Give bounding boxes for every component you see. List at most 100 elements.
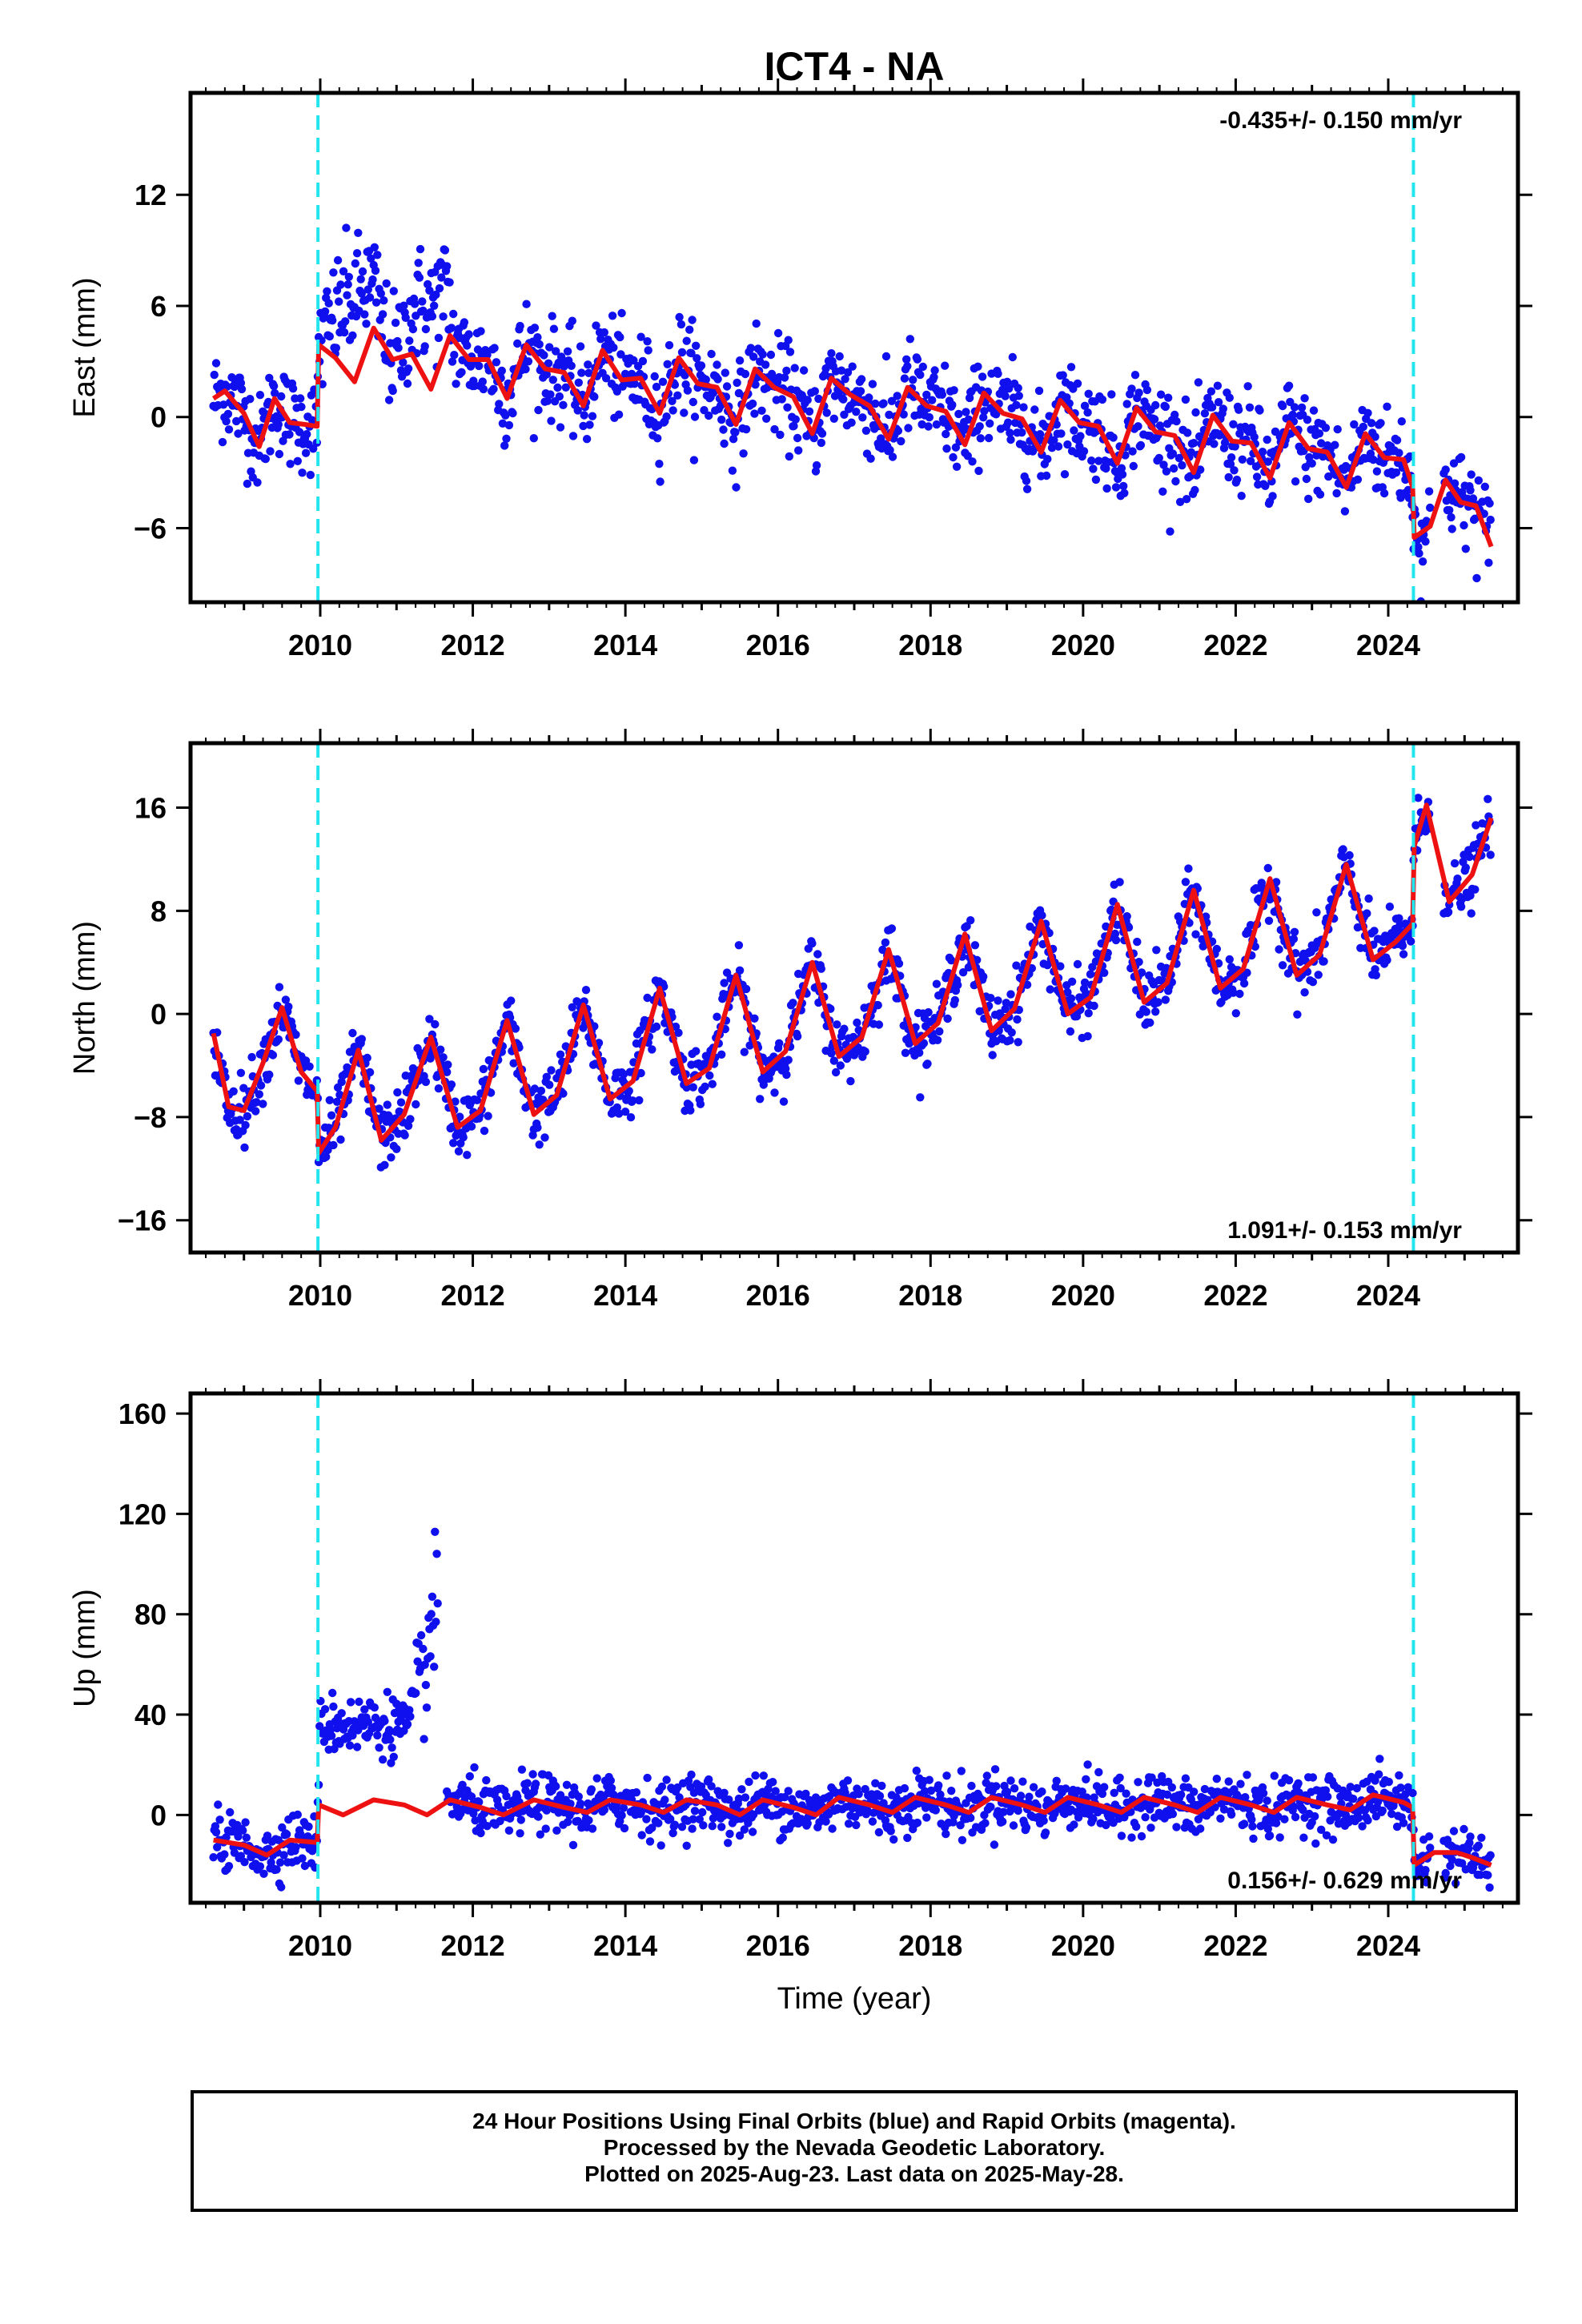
data-point [376, 289, 385, 298]
data-point [251, 1107, 260, 1116]
data-point [433, 1599, 442, 1608]
data-point [925, 1775, 934, 1784]
data-point [740, 1825, 749, 1834]
data-point [1151, 400, 1160, 410]
data-point [962, 408, 970, 416]
data-point [483, 350, 492, 360]
data-point [1354, 1813, 1363, 1823]
data-point [516, 321, 524, 331]
data-point [1001, 1004, 1010, 1014]
x-tick-label: 2012 [441, 629, 505, 661]
data-point [630, 380, 639, 388]
data-point [713, 1012, 721, 1021]
data-point [1363, 408, 1372, 417]
data-point [1477, 1833, 1486, 1842]
x-tick-label: 2020 [1051, 1929, 1115, 1962]
data-point [1270, 1771, 1279, 1780]
data-point [592, 321, 600, 330]
data-point [903, 1833, 912, 1843]
data-point [748, 399, 757, 408]
data-point [759, 1771, 768, 1780]
data-point [687, 348, 696, 358]
data-point [1219, 404, 1228, 413]
data-point [577, 368, 586, 377]
data-point [950, 995, 960, 1005]
data-point [354, 228, 363, 237]
up-points [209, 1527, 1495, 1892]
data-point [320, 1705, 330, 1714]
data-point [1372, 467, 1382, 476]
data-point [386, 1735, 395, 1744]
data-point [658, 377, 668, 386]
data-point [1109, 433, 1118, 442]
data-point [1263, 863, 1273, 873]
data-point [416, 244, 425, 254]
data-point [449, 1139, 458, 1148]
data-point [1220, 438, 1230, 447]
data-point [618, 382, 627, 391]
data-point [1378, 1806, 1387, 1815]
data-point [913, 1818, 922, 1827]
data-point [1196, 465, 1205, 474]
data-point [624, 1087, 633, 1096]
data-point [1424, 487, 1434, 496]
rate-annotation: 0.156+/- 0.629 mm/yr [1227, 1868, 1462, 1894]
data-point [209, 1853, 218, 1862]
data-point [285, 430, 294, 439]
data-point [1094, 1767, 1103, 1777]
data-point [708, 1080, 717, 1088]
data-point [692, 341, 701, 350]
data-point [443, 1068, 452, 1077]
data-point [405, 336, 414, 345]
data-point [1225, 955, 1235, 964]
data-point [552, 347, 560, 356]
data-point [363, 1053, 371, 1063]
y-tick-label: 8 [151, 895, 167, 927]
data-point [211, 359, 221, 368]
data-point [1083, 408, 1092, 417]
data-point [719, 425, 728, 434]
data-point [1181, 1774, 1191, 1783]
data-point [536, 1086, 546, 1096]
data-point [448, 357, 457, 366]
data-point [370, 243, 379, 251]
data-point [1271, 878, 1281, 887]
data-point [533, 333, 542, 342]
data-point [288, 384, 298, 393]
data-point [1317, 1825, 1326, 1834]
data-point [382, 279, 391, 288]
data-point [856, 387, 865, 396]
data-point [362, 320, 371, 328]
data-point [337, 1077, 346, 1087]
data-point [1300, 988, 1309, 997]
data-point [498, 419, 508, 428]
data-point [1244, 928, 1254, 937]
data-point [1231, 442, 1239, 451]
data-point [775, 1039, 784, 1048]
data-point [1375, 1770, 1383, 1779]
data-point [389, 1752, 398, 1761]
data-point [1010, 1784, 1019, 1793]
data-point [848, 362, 857, 371]
data-point [1384, 1777, 1394, 1787]
data-point [1122, 912, 1131, 921]
data-point [1038, 911, 1046, 920]
data-point [584, 368, 593, 377]
data-point [392, 1144, 401, 1154]
data-point [922, 390, 931, 400]
data-point [1089, 1815, 1098, 1823]
data-point [1171, 476, 1180, 486]
data-point [1076, 432, 1085, 440]
data-point [1183, 428, 1192, 437]
data-point [1022, 980, 1032, 989]
data-point [530, 324, 540, 332]
data-point [259, 1869, 268, 1878]
data-point [840, 1024, 849, 1033]
data-point [701, 375, 710, 384]
data-point [1111, 935, 1121, 945]
data-point [1029, 1783, 1038, 1791]
data-point [274, 1035, 283, 1044]
data-point [1178, 460, 1186, 470]
footer-caption-box: 24 Hour Positions Using Final Orbits (bl… [191, 2090, 1518, 2212]
data-point [590, 392, 599, 401]
